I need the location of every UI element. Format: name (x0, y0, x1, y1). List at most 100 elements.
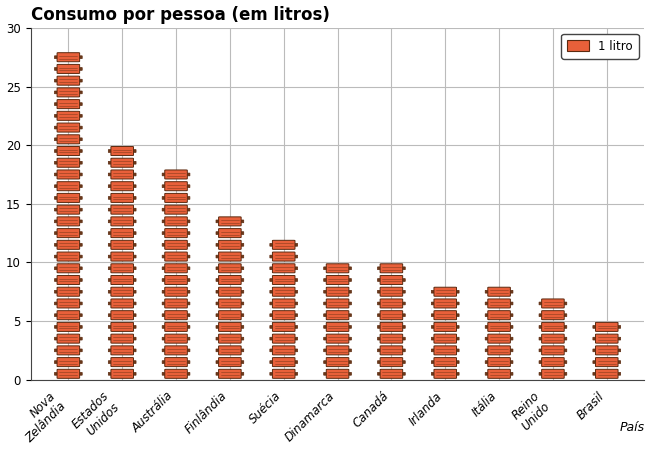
FancyBboxPatch shape (162, 255, 167, 258)
FancyBboxPatch shape (162, 267, 167, 270)
FancyBboxPatch shape (380, 358, 402, 367)
FancyBboxPatch shape (111, 276, 133, 285)
FancyBboxPatch shape (131, 208, 136, 211)
FancyBboxPatch shape (55, 232, 60, 235)
FancyBboxPatch shape (272, 252, 295, 261)
FancyBboxPatch shape (164, 334, 187, 343)
FancyBboxPatch shape (162, 220, 167, 223)
FancyBboxPatch shape (239, 267, 244, 270)
FancyBboxPatch shape (485, 302, 490, 305)
FancyBboxPatch shape (216, 232, 221, 235)
FancyBboxPatch shape (77, 161, 82, 164)
FancyBboxPatch shape (239, 279, 244, 281)
FancyBboxPatch shape (272, 311, 295, 320)
FancyBboxPatch shape (216, 279, 221, 281)
FancyBboxPatch shape (432, 373, 436, 375)
FancyBboxPatch shape (272, 299, 295, 308)
FancyBboxPatch shape (185, 314, 190, 317)
FancyBboxPatch shape (55, 326, 60, 328)
FancyBboxPatch shape (400, 326, 405, 328)
FancyBboxPatch shape (539, 326, 544, 328)
FancyBboxPatch shape (593, 349, 598, 352)
FancyBboxPatch shape (162, 361, 167, 364)
FancyBboxPatch shape (162, 373, 167, 375)
FancyBboxPatch shape (272, 334, 295, 343)
FancyBboxPatch shape (488, 334, 510, 343)
FancyBboxPatch shape (218, 264, 241, 273)
FancyBboxPatch shape (541, 358, 564, 367)
FancyBboxPatch shape (346, 267, 352, 270)
FancyBboxPatch shape (272, 264, 295, 273)
FancyBboxPatch shape (55, 68, 60, 70)
FancyBboxPatch shape (162, 302, 167, 305)
FancyBboxPatch shape (185, 244, 190, 246)
FancyBboxPatch shape (562, 373, 567, 375)
FancyBboxPatch shape (164, 276, 187, 285)
FancyBboxPatch shape (109, 314, 113, 317)
FancyBboxPatch shape (109, 361, 113, 364)
FancyBboxPatch shape (326, 358, 349, 367)
FancyBboxPatch shape (77, 279, 82, 281)
FancyBboxPatch shape (454, 361, 459, 364)
FancyBboxPatch shape (326, 334, 349, 343)
FancyBboxPatch shape (326, 322, 349, 331)
FancyBboxPatch shape (109, 255, 113, 258)
FancyBboxPatch shape (593, 326, 598, 328)
FancyBboxPatch shape (272, 358, 295, 367)
FancyBboxPatch shape (378, 326, 383, 328)
FancyBboxPatch shape (378, 314, 383, 317)
FancyBboxPatch shape (218, 217, 241, 226)
FancyBboxPatch shape (593, 373, 598, 375)
FancyBboxPatch shape (162, 314, 167, 317)
FancyBboxPatch shape (539, 361, 544, 364)
FancyBboxPatch shape (109, 208, 113, 211)
FancyBboxPatch shape (162, 197, 167, 199)
FancyBboxPatch shape (57, 100, 80, 109)
FancyBboxPatch shape (432, 326, 436, 328)
FancyBboxPatch shape (380, 299, 402, 308)
FancyBboxPatch shape (434, 287, 456, 296)
Legend: 1 litro: 1 litro (562, 34, 638, 59)
FancyBboxPatch shape (595, 369, 618, 378)
FancyBboxPatch shape (324, 279, 329, 281)
FancyBboxPatch shape (270, 314, 275, 317)
FancyBboxPatch shape (111, 311, 133, 320)
FancyBboxPatch shape (346, 373, 352, 375)
FancyBboxPatch shape (218, 276, 241, 285)
FancyBboxPatch shape (216, 267, 221, 270)
FancyBboxPatch shape (109, 373, 113, 375)
FancyBboxPatch shape (239, 373, 244, 375)
FancyBboxPatch shape (185, 361, 190, 364)
FancyBboxPatch shape (57, 64, 80, 74)
FancyBboxPatch shape (55, 361, 60, 364)
FancyBboxPatch shape (131, 255, 136, 258)
FancyBboxPatch shape (185, 279, 190, 281)
FancyBboxPatch shape (216, 244, 221, 246)
FancyBboxPatch shape (57, 334, 80, 343)
FancyBboxPatch shape (292, 314, 298, 317)
FancyBboxPatch shape (77, 185, 82, 188)
FancyBboxPatch shape (488, 369, 510, 378)
FancyBboxPatch shape (239, 290, 244, 293)
FancyBboxPatch shape (326, 311, 349, 320)
FancyBboxPatch shape (488, 358, 510, 367)
FancyBboxPatch shape (378, 373, 383, 375)
FancyBboxPatch shape (292, 244, 298, 246)
FancyBboxPatch shape (77, 232, 82, 235)
FancyBboxPatch shape (454, 302, 459, 305)
FancyBboxPatch shape (454, 337, 459, 340)
FancyBboxPatch shape (378, 267, 383, 270)
FancyBboxPatch shape (292, 290, 298, 293)
FancyBboxPatch shape (55, 314, 60, 317)
FancyBboxPatch shape (346, 349, 352, 352)
FancyBboxPatch shape (218, 252, 241, 261)
FancyBboxPatch shape (109, 267, 113, 270)
FancyBboxPatch shape (562, 361, 567, 364)
FancyBboxPatch shape (292, 255, 298, 258)
FancyBboxPatch shape (324, 349, 329, 352)
FancyBboxPatch shape (380, 369, 402, 378)
FancyBboxPatch shape (164, 346, 187, 355)
FancyBboxPatch shape (539, 302, 544, 305)
FancyBboxPatch shape (111, 369, 133, 378)
FancyBboxPatch shape (55, 56, 60, 59)
